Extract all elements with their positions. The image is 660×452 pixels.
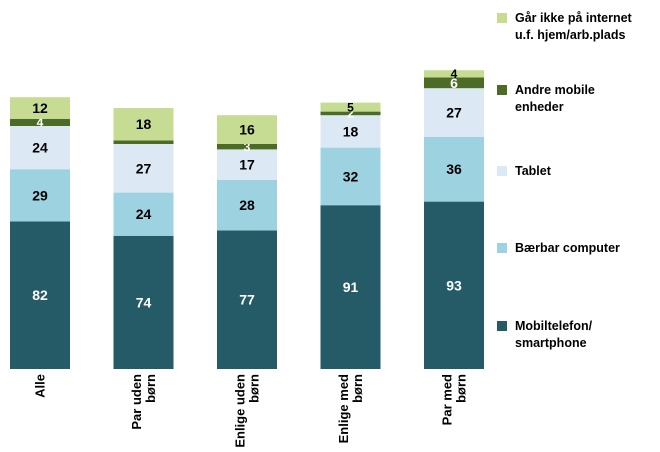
data-label: 12 xyxy=(32,100,48,116)
bars-layer: 8229244127424271877281731691321825933627… xyxy=(10,67,484,369)
category-label-line: børn xyxy=(454,374,469,403)
legend-label: u.f. hjem/arb.plads xyxy=(515,28,625,42)
data-label: 5 xyxy=(347,100,354,114)
data-label: 17 xyxy=(239,157,255,173)
category-label-par-med-børn: Par med børn xyxy=(440,374,469,425)
data-label: 74 xyxy=(136,294,152,310)
segment-går-ikke-på-internet-u-f-hjem-arb-plads-par-uden-børn xyxy=(113,108,174,141)
legend-item-andre-mobile-enheder: Andre mobile enheder xyxy=(497,83,595,114)
data-label: 4 xyxy=(37,116,44,130)
segment-går-ikke-på-internet-u-f-hjem-arb-plads-enlige-uden-børn xyxy=(217,115,277,144)
segment-tablet-enlige-uden-børn xyxy=(217,149,277,180)
category-label-enlige-med-børn: Enlige med børn xyxy=(336,374,365,443)
data-label: 36 xyxy=(446,161,462,177)
category-label-enlige-uden-børn: Enlige uden børn xyxy=(233,374,262,448)
x-axis-labels: Alle Par uden børn Enlige uden børn Enlige me… xyxy=(33,374,469,448)
legend-item-bærbar-computer: Bærbar computer xyxy=(497,241,620,255)
data-label: 24 xyxy=(32,140,48,156)
segment-bærbar-computer-par-med-børn xyxy=(424,136,484,202)
legend: Går ikke på internet u.f. hjem/arb.plads A… xyxy=(497,11,633,350)
data-label: 16 xyxy=(239,122,255,138)
segment-andre-mobile-enheder-enlige-uden-børn xyxy=(217,144,277,150)
segment-går-ikke-på-internet-u-f-hjem-arb-plads-alle xyxy=(10,97,70,119)
data-label: 27 xyxy=(136,160,152,176)
segment-tablet-par-uden-børn xyxy=(113,144,174,193)
data-label: 28 xyxy=(239,197,255,213)
category-label-line: Enlige med xyxy=(336,374,351,443)
segment-mobiltelefon-smartphone-enlige-med-børn xyxy=(320,205,381,369)
bar-enlige-med-børn: 91 32 18 25 xyxy=(320,100,381,369)
bar-enlige-uden-børn: 77 28 17 3 16 xyxy=(217,115,277,369)
data-label: 6 xyxy=(450,75,458,91)
category-label-line: børn xyxy=(247,374,262,403)
legend-item-mobiltelefon-smartphone: Mobiltelefon/smartphone xyxy=(497,319,593,350)
data-label: 2 xyxy=(347,107,354,121)
segment-bærbar-computer-par-uden-børn xyxy=(113,192,174,236)
data-label: 27 xyxy=(446,105,462,121)
segment-mobiltelefon-smartphone-enlige-uden-børn xyxy=(217,230,277,369)
legend-swatch xyxy=(497,13,507,23)
legend-label: Mobiltelefon/ xyxy=(515,319,593,333)
segment-bærbar-computer-enlige-med-børn xyxy=(320,147,381,206)
data-label: 93 xyxy=(446,277,462,293)
legend-label: smartphone xyxy=(515,336,587,350)
data-label: 82 xyxy=(32,287,48,303)
legend-label: Andre mobile xyxy=(515,83,595,97)
legend-swatch xyxy=(497,85,507,95)
category-label-par-uden-børn: Par uden børn xyxy=(129,374,158,430)
legend-item-går-ikke-på-internet-u-f-hjem-arb-plads: Går ikke på internet u.f. hjem/arb.plads xyxy=(497,11,633,42)
data-label: 29 xyxy=(32,187,48,203)
legend-item-tablet: Tablet xyxy=(497,164,552,178)
segment-andre-mobile-enheder-par-uden-børn xyxy=(113,140,174,144)
segment-tablet-alle xyxy=(10,126,70,170)
legend-label: Går ikke på internet xyxy=(515,11,633,25)
bar-alle: 82 29 24 412 xyxy=(10,97,70,369)
segment-går-ikke-på-internet-u-f-hjem-arb-plads-enlige-med-børn xyxy=(320,102,381,112)
segment-andre-mobile-enheder-enlige-med-børn xyxy=(320,111,381,116)
data-label: 77 xyxy=(239,292,255,308)
segment-mobiltelefon-smartphone-alle xyxy=(10,221,70,369)
category-label-line: Par uden xyxy=(129,374,144,430)
segment-bærbar-computer-enlige-uden-børn xyxy=(217,180,277,231)
legend-label: Bærbar computer xyxy=(515,241,620,255)
data-label: 24 xyxy=(136,206,152,222)
bar-par-med-børn: 93 36 27 64 xyxy=(424,67,484,369)
data-label: 91 xyxy=(343,279,359,295)
data-label: 18 xyxy=(136,116,152,132)
data-label: 4 xyxy=(451,67,458,81)
legend-swatch xyxy=(497,166,507,176)
legend-label: Tablet xyxy=(515,164,552,178)
legend-swatch xyxy=(497,243,507,253)
category-label-line: børn xyxy=(350,374,365,403)
segment-går-ikke-på-internet-u-f-hjem-arb-plads-par-med-børn xyxy=(424,70,484,78)
segment-bærbar-computer-alle xyxy=(10,169,70,222)
segment-mobiltelefon-smartphone-par-uden-børn xyxy=(113,235,174,369)
data-label: 3 xyxy=(244,140,251,154)
segment-andre-mobile-enheder-alle xyxy=(10,118,70,126)
category-label-line: Enlige uden xyxy=(233,374,248,447)
category-label-alle: Alle xyxy=(33,374,48,398)
legend-label: enheder xyxy=(515,100,564,114)
bar-par-uden-børn: 74 24 27 18 xyxy=(113,108,174,369)
category-label-line: Alle xyxy=(33,374,48,398)
data-label: 18 xyxy=(343,123,359,139)
segment-tablet-enlige-med-børn xyxy=(320,115,381,148)
data-label: 32 xyxy=(343,168,359,184)
segment-andre-mobile-enheder-par-med-børn xyxy=(424,77,484,89)
segment-mobiltelefon-smartphone-par-med-børn xyxy=(424,201,484,369)
legend-swatch xyxy=(497,321,507,331)
category-label-line: børn xyxy=(143,374,158,403)
segment-tablet-par-med-børn xyxy=(424,88,484,137)
category-label-line: Par med xyxy=(440,374,455,425)
